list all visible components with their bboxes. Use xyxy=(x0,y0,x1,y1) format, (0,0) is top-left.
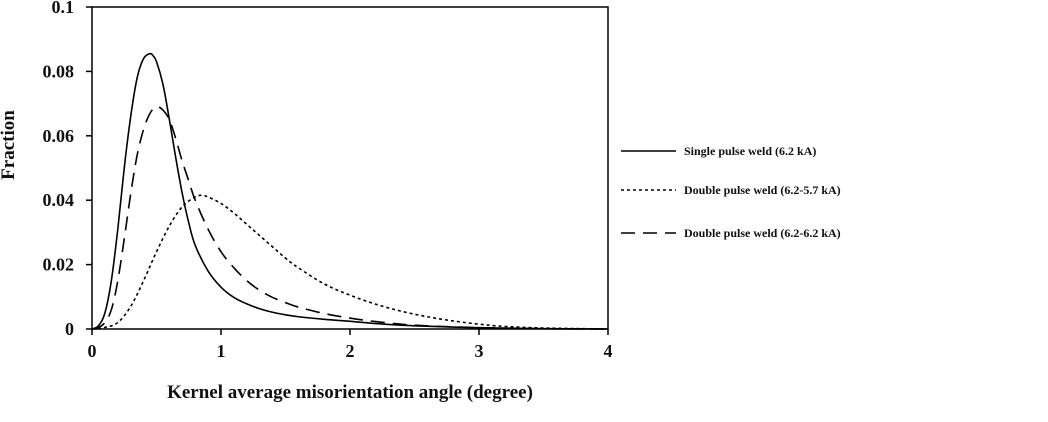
legend-label: Double pulse weld (6.2-5.7 kA) xyxy=(684,183,841,197)
series-line-double-pulse-6.2-5.7 xyxy=(91,194,609,330)
x-tick-label: 3 xyxy=(475,341,484,361)
x-tick-label: 0 xyxy=(88,341,97,361)
y-axis-ticks: 0 0.02 0.04 0.06 0.08 0.1 xyxy=(43,0,92,339)
y-tick-label: 0.1 xyxy=(52,0,75,17)
legend-entry-double-pulse-6.2-6.2: Double pulse weld (6.2-6.2 kA) xyxy=(621,226,841,240)
y-tick-label: 0.08 xyxy=(43,61,75,81)
x-tick-label: 4 xyxy=(604,341,613,361)
series-lines xyxy=(91,52,609,330)
legend-entry-double-pulse-6.2-5.7: Double pulse weld (6.2-5.7 kA) xyxy=(621,183,841,197)
y-tick-label: 0.06 xyxy=(43,126,75,146)
legend-label: Single pulse weld (6.2 kA) xyxy=(684,144,816,158)
plot-area-border xyxy=(91,6,609,330)
x-tick-label: 1 xyxy=(217,341,226,361)
y-tick-label: 0.04 xyxy=(43,190,75,210)
x-axis-title: Kernel average misorientation angle (deg… xyxy=(167,382,533,403)
legend-entry-single-pulse: Single pulse weld (6.2 kA) xyxy=(621,144,816,158)
x-axis-ticks: 0 1 2 3 4 xyxy=(88,329,613,361)
legend-label: Double pulse weld (6.2-6.2 kA) xyxy=(684,226,841,240)
y-tick-label: 0.02 xyxy=(43,255,75,275)
legend: Single pulse weld (6.2 kA) Double pulse w… xyxy=(621,144,841,240)
series-line-double-pulse-6.2-6.2 xyxy=(91,105,609,330)
y-tick-label: 0 xyxy=(65,319,74,339)
y-axis-title: Fraction xyxy=(0,110,19,180)
x-tick-label: 2 xyxy=(346,341,355,361)
series-line-single-pulse xyxy=(91,52,609,330)
